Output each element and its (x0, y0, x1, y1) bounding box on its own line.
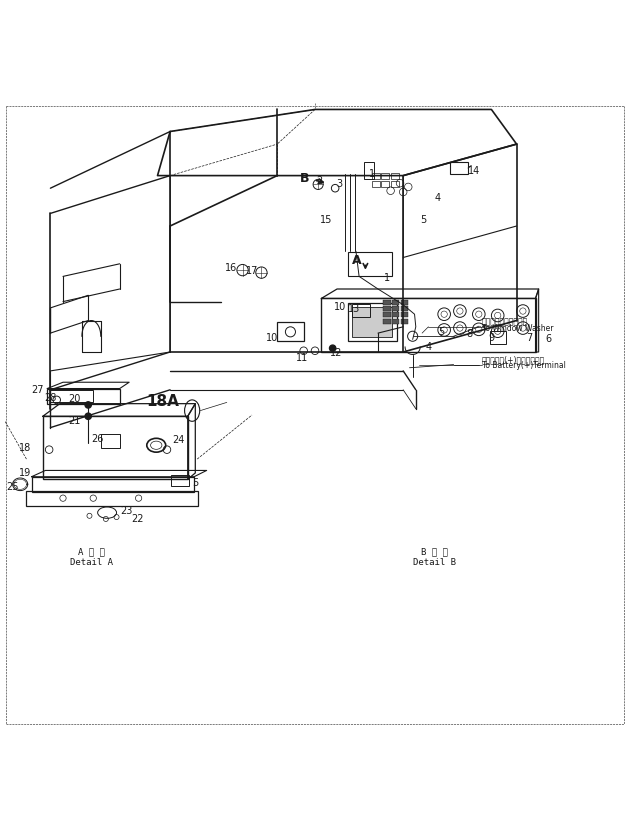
Bar (352, 304, 370, 317)
Bar (391, 173, 399, 179)
Bar (401, 319, 408, 324)
Text: 9: 9 (488, 333, 495, 343)
Text: To Battery(+)Terminal: To Battery(+)Terminal (482, 361, 566, 370)
Text: 23: 23 (120, 505, 132, 515)
Text: 3: 3 (336, 179, 342, 189)
Bar (383, 300, 391, 305)
Text: 5: 5 (438, 327, 444, 337)
Text: B 件 番
Detail B: B 件 番 Detail B (413, 547, 456, 567)
Text: 27: 27 (32, 385, 44, 395)
Text: 5: 5 (192, 478, 198, 488)
Text: 13: 13 (348, 304, 360, 315)
Circle shape (85, 413, 91, 419)
Bar (26, 491, 198, 506)
Bar (43, 417, 188, 479)
Bar (171, 476, 189, 486)
Bar (392, 306, 399, 311)
Bar (277, 322, 304, 341)
Bar (47, 388, 120, 403)
Bar (348, 303, 397, 340)
Bar (352, 306, 392, 337)
Bar (372, 173, 380, 179)
Bar (392, 300, 399, 305)
Text: 11: 11 (296, 354, 309, 364)
Text: 18A: 18A (146, 393, 179, 408)
Circle shape (329, 345, 336, 351)
Bar (381, 181, 389, 187)
Bar (32, 476, 194, 492)
Bar (401, 300, 408, 305)
Text: 17: 17 (246, 266, 258, 276)
Bar (392, 312, 399, 317)
Text: 28: 28 (44, 393, 57, 403)
Bar (50, 390, 93, 402)
Text: 21: 21 (68, 417, 81, 427)
Text: 15: 15 (320, 215, 333, 225)
Text: 22: 22 (131, 514, 144, 524)
Text: 19: 19 (19, 468, 32, 478)
Text: 10: 10 (334, 301, 347, 311)
Bar (383, 306, 391, 311)
Text: 16: 16 (224, 263, 237, 273)
Text: 1: 1 (369, 169, 375, 179)
Text: 7: 7 (526, 333, 532, 343)
Text: 12: 12 (329, 349, 342, 359)
Bar (364, 162, 374, 179)
Text: 8: 8 (466, 330, 472, 339)
Text: 1: 1 (384, 273, 391, 283)
Text: A 件 番
Detail A: A 件 番 Detail A (70, 547, 113, 567)
Text: 2: 2 (316, 176, 323, 186)
Text: A: A (352, 254, 362, 267)
Bar (391, 181, 399, 187)
Bar (490, 331, 506, 344)
Bar (401, 312, 408, 317)
Text: 20: 20 (68, 394, 81, 404)
Text: 26: 26 (91, 434, 104, 444)
Bar (101, 434, 120, 447)
Bar (401, 306, 408, 311)
Text: 5: 5 (420, 215, 427, 225)
Text: 4: 4 (435, 193, 441, 203)
Bar (381, 173, 389, 179)
Text: B: B (299, 172, 309, 184)
Bar (372, 181, 380, 187)
Text: バッテリー(+)ターミナルへ: バッテリー(+)ターミナルへ (482, 355, 545, 364)
Text: 25: 25 (6, 482, 19, 492)
Bar (383, 319, 391, 324)
Text: To Window Washer: To Window Washer (482, 324, 553, 333)
Bar (348, 252, 392, 276)
Bar (383, 312, 391, 317)
Text: ウインドウォッシャへ: ウインドウォッシャへ (482, 317, 528, 326)
Bar (392, 319, 399, 324)
Text: 6: 6 (545, 334, 551, 344)
Bar (450, 162, 468, 174)
Text: 10: 10 (266, 333, 278, 343)
Bar (321, 299, 536, 352)
Text: 24: 24 (173, 435, 185, 445)
Text: 18: 18 (19, 442, 32, 452)
Text: 4: 4 (425, 342, 432, 352)
Circle shape (85, 402, 91, 408)
Text: 14: 14 (467, 165, 480, 176)
